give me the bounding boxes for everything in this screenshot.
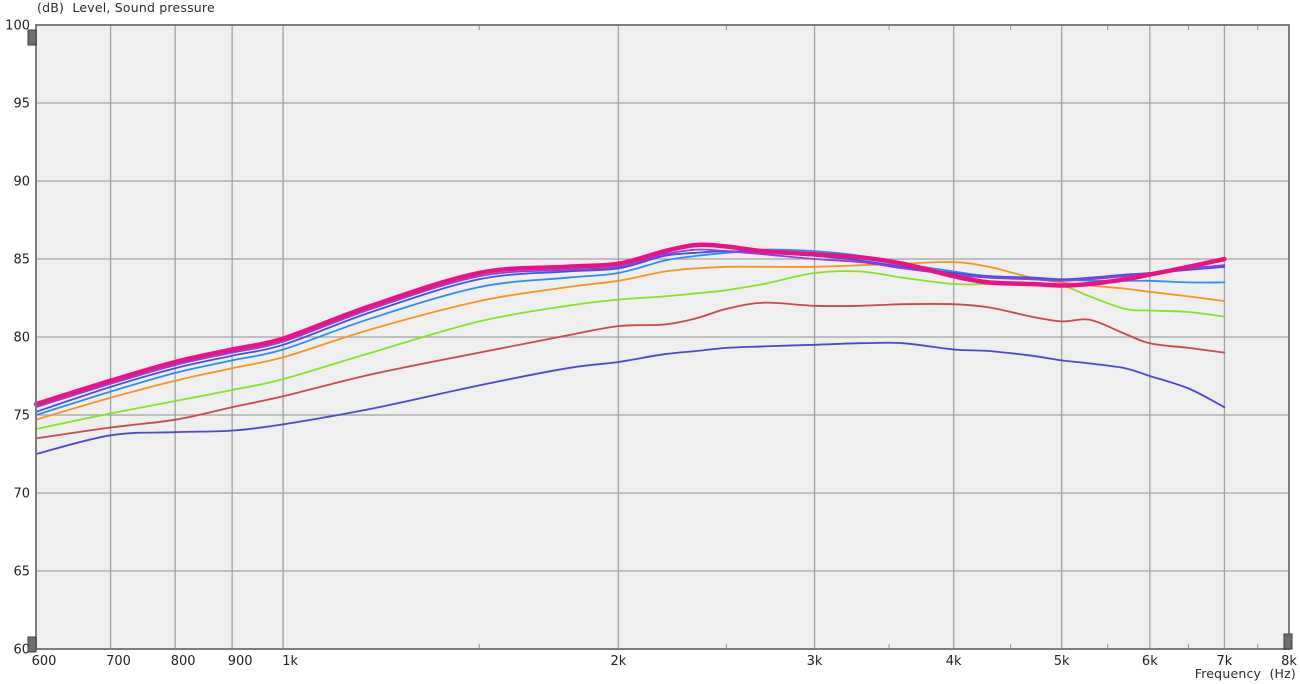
x-tick-label-700: 700 [106,654,131,669]
y-axis-top-handle[interactable] [27,29,37,46]
y-tick-label-75: 75 [13,409,30,424]
y-tick-label-65: 65 [13,565,30,580]
x-tick-label-3k: 3k [807,654,823,669]
x-tick-label-7k: 7k [1217,654,1233,669]
x-axis-right-handle[interactable] [1283,633,1293,650]
curve-blue [35,250,1226,413]
y-tick-label-95: 95 [13,97,30,112]
y-tick-label-60: 60 [13,643,30,658]
y-axis-bottom-handle[interactable] [27,636,37,653]
x-tick-label-1k: 1k [282,654,298,669]
curve-darkblue [35,341,1226,455]
curve-magenta-thick [33,242,1227,407]
curve-purple [35,248,1226,409]
plot-border [35,24,1290,650]
y-tick-label-70: 70 [13,487,30,502]
x-tick-label-600: 600 [32,654,57,669]
chart-title: (dB) Level, Sound pressure [37,0,215,15]
x-tick-label-5k: 5k [1054,654,1070,669]
x-tick-label-800: 800 [171,654,196,669]
x-axis-title: Frequency (Hz) [1194,666,1296,681]
x-tick-label-8k: 8k [1281,654,1297,669]
y-tick-label-90: 90 [13,175,30,190]
curve-red [35,301,1226,440]
curve-green [35,270,1226,430]
y-tick-label-100: 100 [5,19,30,34]
x-tick-label-6k: 6k [1142,654,1158,669]
x-tick-label-900: 900 [228,654,253,669]
y-tick-label-85: 85 [13,253,30,268]
x-tick-label-4k: 4k [946,654,962,669]
x-tick-label-2k: 2k [610,654,626,669]
y-tick-label-80: 80 [13,331,30,346]
